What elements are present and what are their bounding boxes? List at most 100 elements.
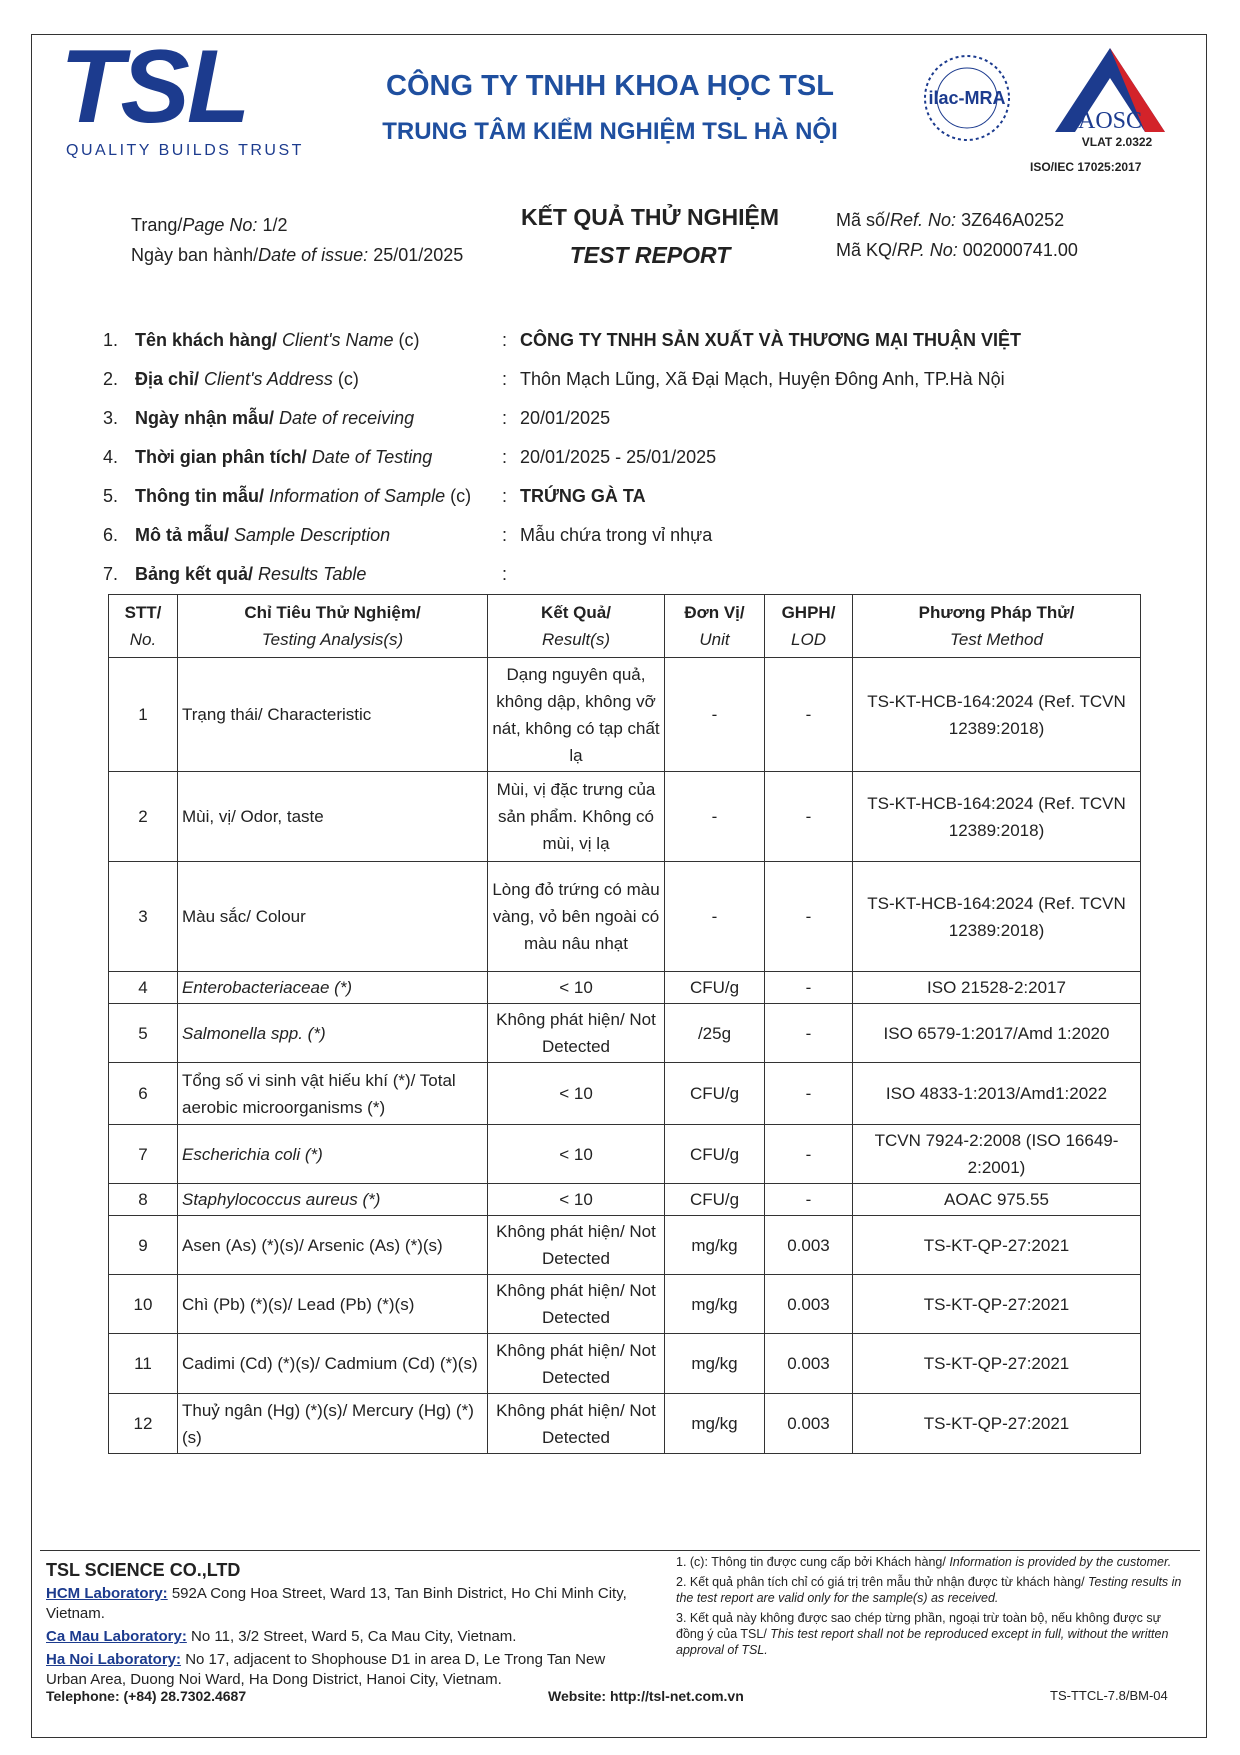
header-row: STT/No. Chỉ Tiêu Thử Nghiệm/Testing Analy… — [108, 594, 1141, 658]
result-cell: Mùi, vị đặc trưng của sản phẩm. Không có… — [487, 771, 665, 862]
text: : — [502, 564, 508, 584]
info-no: 1. — [103, 330, 118, 351]
text: Mã KQ/ — [836, 240, 898, 260]
text: Địa chỉ/ — [135, 369, 200, 389]
no-cell: 10 — [108, 1274, 178, 1334]
header-en: Test Method — [950, 630, 1043, 649]
footer-rule — [40, 1550, 1200, 1551]
table-row: 9 Asen (As) (*)(s)/ Arsenic (As) (*)(s) Kh… — [108, 1215, 1141, 1275]
unit-cell: mg/kg — [664, 1333, 765, 1394]
text: Ngày nhận mẫu/ — [135, 408, 275, 428]
table-row: 5 Salmonella spp. (*) Không phát hiện/ Not… — [108, 1003, 1141, 1063]
info-separator: : — [502, 330, 507, 351]
no-cell: 9 — [108, 1215, 178, 1275]
text: Bảng kết quả/ — [135, 564, 254, 584]
lab: HCM Laboratory: 592A Cong Hoa Street, Wa… — [46, 1584, 636, 1624]
unit-cell: - — [664, 771, 765, 862]
text: Kết Quả/ — [541, 603, 611, 622]
text: TEST REPORT — [569, 242, 731, 268]
text: : — [502, 525, 508, 545]
meta-line: Mã KQ/RP. No: 002000741.00 — [836, 240, 1078, 261]
table-row: 7 Escherichia coli (*) < 10 CFU/g - TCVN 7924… — [108, 1124, 1141, 1184]
text: Page No: — [182, 215, 258, 235]
note: 2. Kết quả phân tích chỉ có giá trị trên… — [676, 1574, 1186, 1606]
lod-cell: 0.003 — [764, 1393, 853, 1454]
info-no: 3. — [103, 408, 118, 429]
labs: HCM Laboratory: 592A Cong Hoa Street, Wa… — [46, 1584, 636, 1693]
text: TS-TTCL-7.8/BM-04 — [1050, 1688, 1168, 1703]
analysis-cell: Thuỷ ngân (Hg) (*)(s)/ Mercury (Hg) (*)(… — [177, 1393, 488, 1454]
aosc-text: AOSC — [1078, 108, 1142, 134]
info-value: 20/01/2025 — [520, 408, 610, 429]
info-label: Địa chỉ/ Client's Address (c) — [135, 369, 359, 390]
analysis-cell: Asen (As) (*)(s)/ Arsenic (As) (*)(s) — [177, 1215, 488, 1275]
text: 7. — [103, 564, 119, 584]
method-cell: AOAC 975.55 — [852, 1183, 1141, 1216]
text: 20/01/2025 — [520, 408, 611, 428]
text: Thời gian phân tích/ — [135, 447, 307, 467]
info-value: 20/01/2025 - 25/01/2025 — [520, 447, 716, 468]
text: ISO/IEC 17025:2017 — [1030, 160, 1142, 174]
meta-line: Ngày ban hành/Date of issue: 25/01/2025 — [131, 245, 463, 266]
lod-cell: - — [764, 861, 853, 972]
company: CÔNG TY TNHH KHOA HỌC TSL — [320, 70, 900, 103]
telephone: Telephone: (+84) 28.7302.4687 — [46, 1688, 246, 1704]
header-cell: STT/No. — [108, 594, 178, 658]
text: Date of issue: — [258, 245, 369, 265]
info-no: 6. — [103, 525, 118, 546]
analysis-cell: Escherichia coli (*) — [177, 1124, 488, 1184]
analysis-cell: Tổng số vi sinh vật hiếu khí (*)/ Total … — [177, 1062, 488, 1125]
text: (c) — [450, 486, 472, 506]
analysis-cell: Enterobacteriaceae (*) — [177, 971, 488, 1004]
info-value: Mẫu chứa trong vỉ nhựa — [520, 525, 712, 546]
tagline: QUALITY BUILDS TRUST — [66, 142, 304, 160]
result-cell: < 10 — [487, 1183, 665, 1216]
info-no: 5. — [103, 486, 118, 507]
result-cell: < 10 — [487, 1124, 665, 1184]
text: 6. — [103, 525, 119, 545]
table-row: 4 Enterobacteriaceae (*) < 10 CFU/g - ISO 215… — [108, 971, 1141, 1004]
info-separator: : — [502, 564, 507, 585]
text: This test report shall not be reproduced… — [676, 1627, 1169, 1657]
no-cell: 1 — [108, 657, 178, 772]
no-cell: 7 — [108, 1124, 178, 1184]
text: 3Z646A0252 — [961, 210, 1065, 230]
info-label: Tên khách hàng/ Client's Name (c) — [135, 330, 420, 351]
header-cell: GHPH/LOD — [764, 594, 853, 658]
method-cell: ISO 6579-1:2017/Amd 1:2020 — [852, 1003, 1141, 1063]
text: Phương Pháp Thử/ — [918, 603, 1075, 622]
text: : — [502, 330, 508, 350]
text: : — [502, 408, 508, 428]
text: Mã số/ — [836, 210, 891, 230]
result-cell: Lòng đỏ trứng có màu vàng, vỏ bên ngoài … — [487, 861, 665, 972]
unit-cell: - — [664, 657, 765, 772]
no-cell: 2 — [108, 771, 178, 862]
unit-cell: CFU/g — [664, 971, 765, 1004]
table-row: 6 Tổng số vi sinh vật hiếu khí (*)/ Total… — [108, 1062, 1141, 1125]
result-cell: Không phát hiện/ Not Detected — [487, 1333, 665, 1394]
text: (c) — [337, 369, 359, 389]
text: 2. — [103, 369, 119, 389]
method-cell: TS-KT-QP-27:2021 — [852, 1215, 1141, 1275]
method-cell: TCVN 7924-2:2008 (ISO 16649-2:2001) — [852, 1124, 1141, 1184]
text: KẾT QUẢ THỬ NGHIỆM — [520, 204, 780, 230]
text: (c) — [398, 330, 420, 350]
unit-cell: mg/kg — [664, 1274, 765, 1334]
form-code: TS-TTCL-7.8/BM-04 — [1050, 1688, 1168, 1703]
analysis-cell: Mùi, vị/ Odor, taste — [177, 771, 488, 862]
header-en: Result(s) — [541, 630, 610, 649]
results-table: STT/No. Chỉ Tiêu Thử Nghiệm/Testing Analy… — [108, 594, 1141, 1454]
text: Ngày ban hành/ — [131, 245, 259, 265]
table-row: 3 Màu sắc/ Colour Lòng đỏ trứng có màu vàn… — [108, 861, 1141, 972]
table-row: 8 Staphylococcus aureus (*) < 10 CFU/g - AOAC… — [108, 1183, 1141, 1216]
iso: ISO/IEC 17025:2017 — [1030, 160, 1141, 174]
text: Sample Description — [234, 525, 391, 545]
header-cell: Phương Pháp Thử/Test Method — [852, 594, 1141, 658]
method-cell: TS-KT-HCB-164:2024 (Ref. TCVN 12389:2018… — [852, 771, 1141, 862]
text: 25/01/2025 — [373, 245, 464, 265]
note: 1. (c): Thông tin được cung cấp bởi Khác… — [676, 1554, 1186, 1570]
no-cell: 3 — [108, 861, 178, 972]
text: QUALITY BUILDS TRUST — [66, 142, 304, 159]
method-cell: TS-KT-HCB-164:2024 (Ref. TCVN 12389:2018… — [852, 861, 1141, 972]
